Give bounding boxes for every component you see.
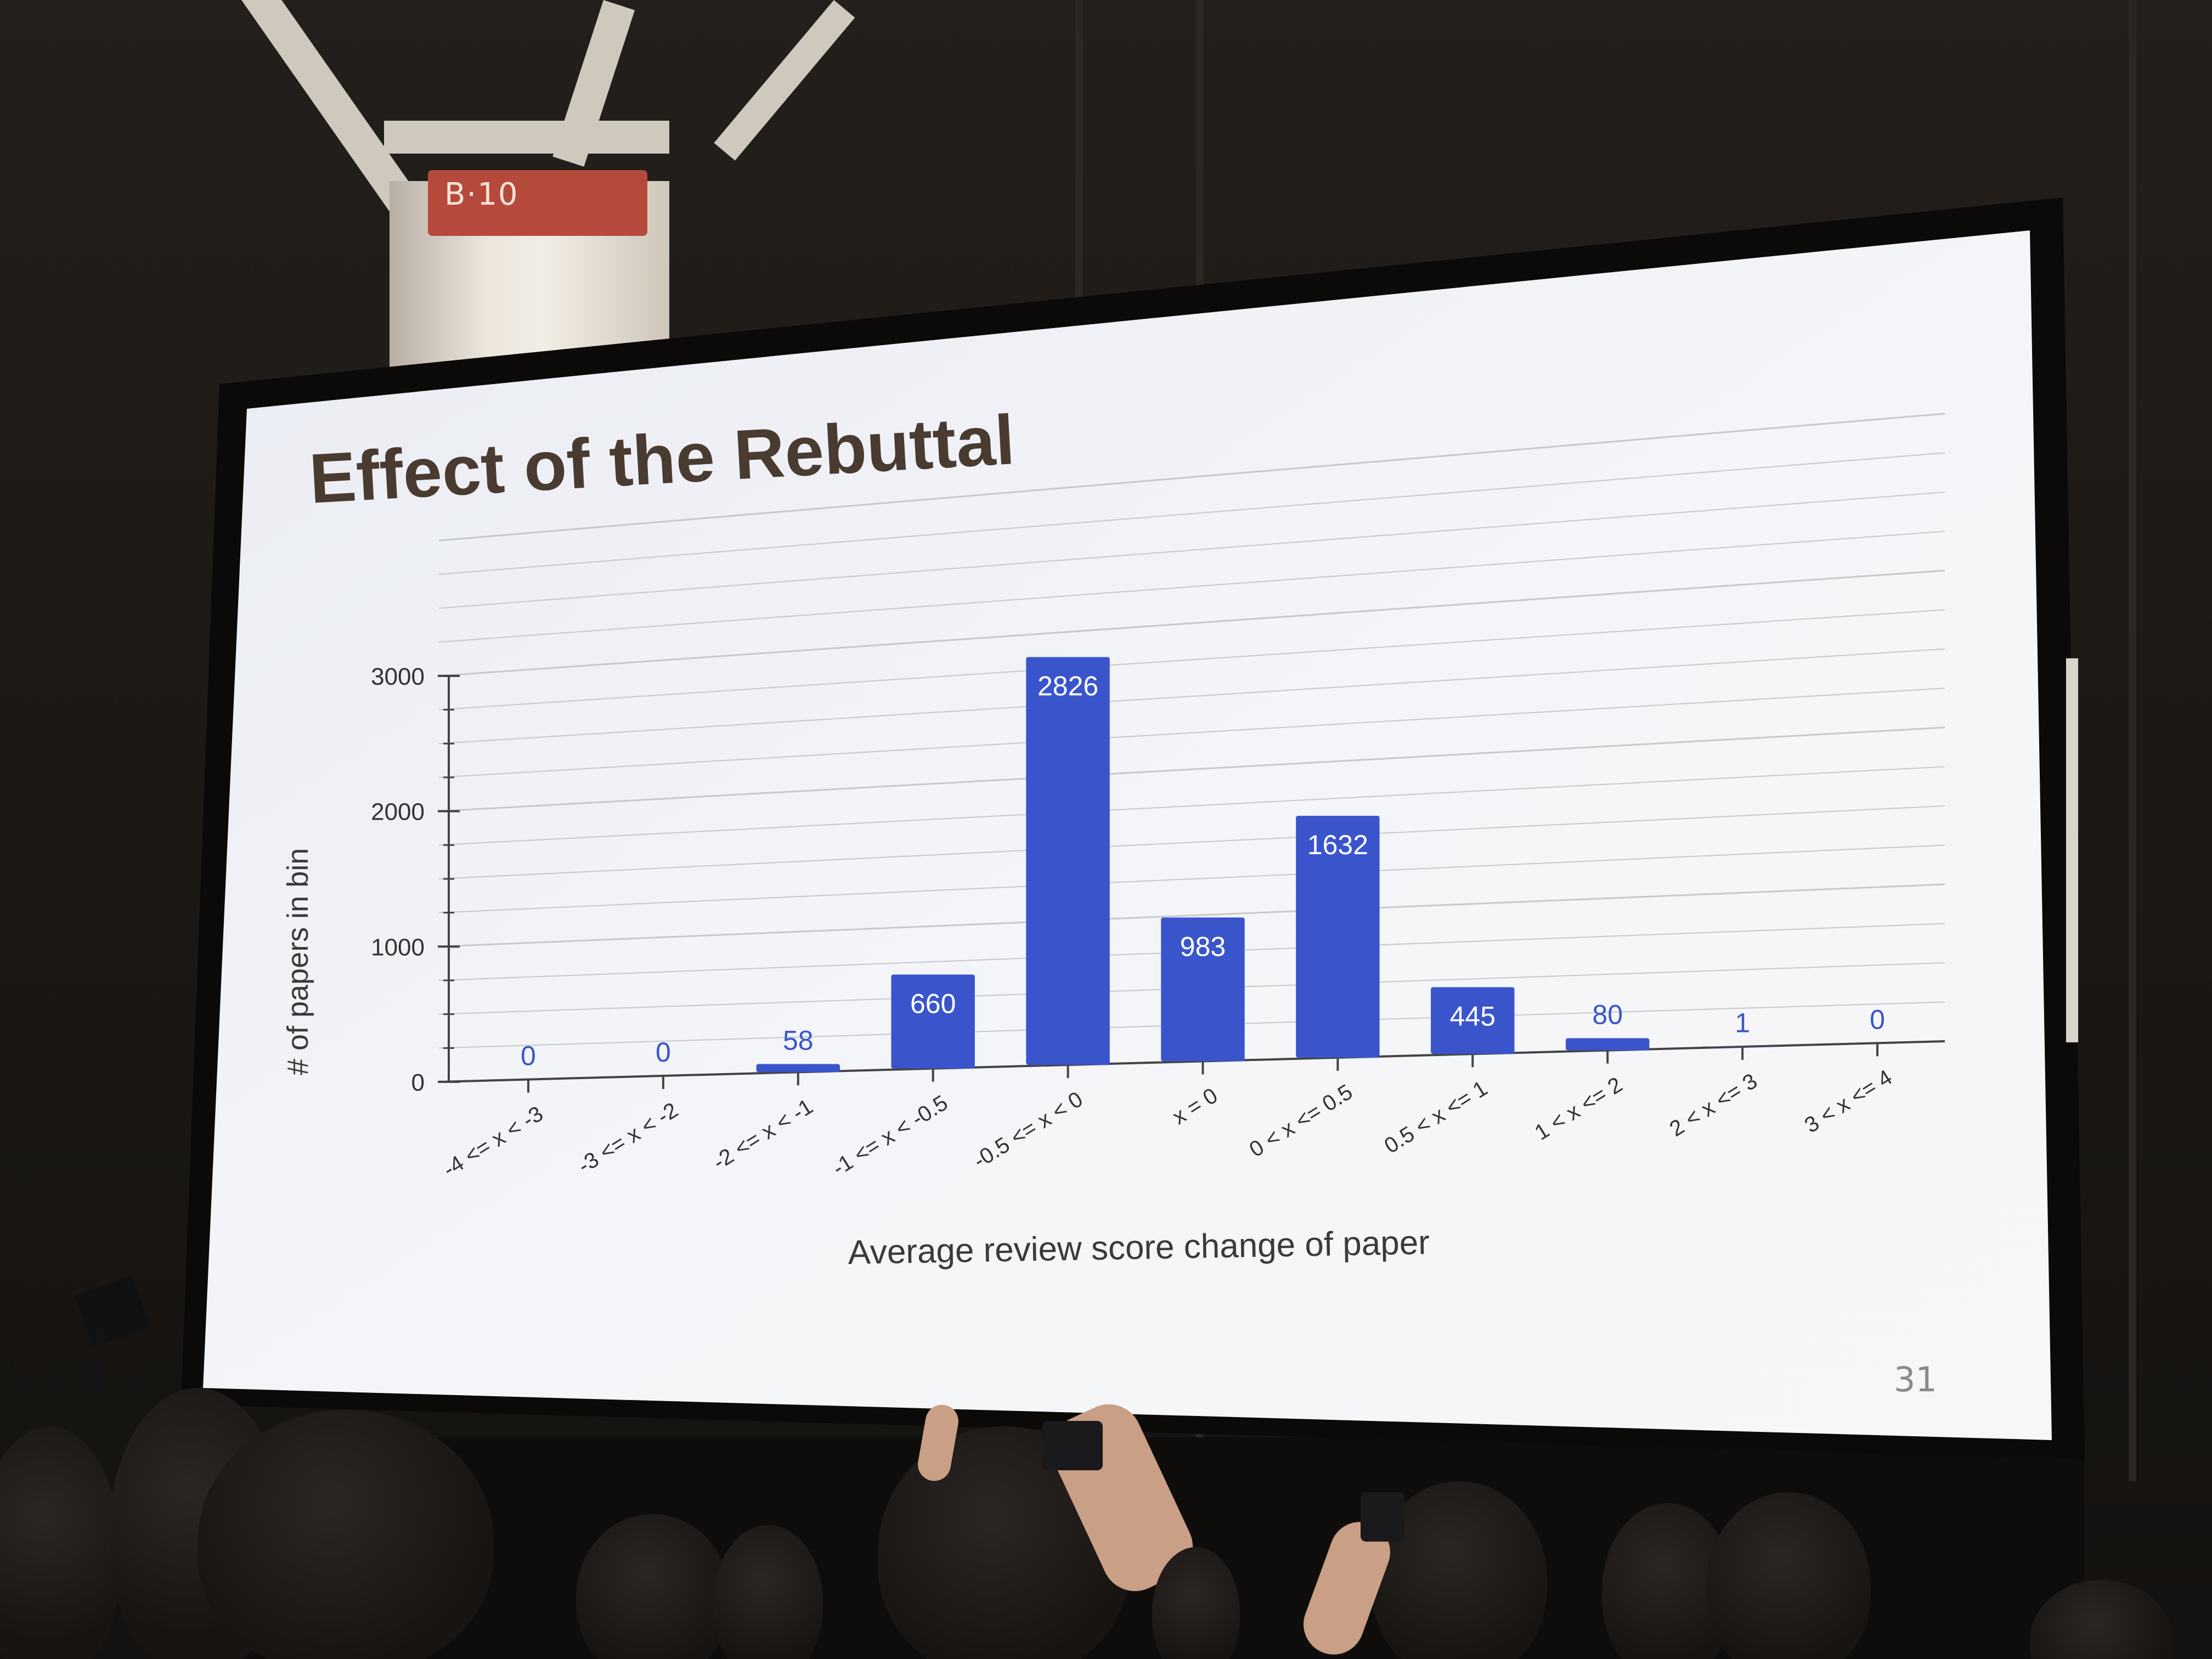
bar-value-label: 1 [1735,1008,1750,1039]
x-tick-label: -3 <= x < -2 [574,1098,682,1178]
slide-surface [203,230,2052,1440]
gridline [438,726,1945,812]
x-tick-label: -0.5 <= x < 0 [969,1087,1087,1173]
bar-value-label: 2826 [1037,671,1098,702]
x-tick-label: -2 <= x < -1 [709,1094,817,1175]
bar [1431,987,1515,1054]
pillar-sign [428,170,647,236]
bar [756,1064,840,1073]
audience-head [1152,1547,1240,1659]
speaker-stand [96,1328,104,1503]
gridline [438,883,1945,947]
bar-value-label: 983 [1180,931,1226,962]
pillar-label: B·10 [444,177,519,212]
y-tick-label: 2000 [371,799,425,826]
bar [1026,657,1110,1065]
bar-value-label: 1632 [1307,830,1368,860]
page-number: 31 [1894,1359,1937,1400]
x-tick-label: 3 < x <= 4 [1801,1065,1897,1138]
gridline [438,452,1945,575]
audience-head [713,1525,823,1659]
audience-head [198,1410,494,1659]
gridline [438,687,1945,778]
gridline [438,805,1945,879]
audience-head [576,1514,730,1659]
bar-value-label: 445 [1450,1001,1496,1031]
gridline [438,766,1945,846]
bar [1296,815,1380,1058]
bar-value-label: 58 [783,1025,814,1056]
gridline [438,648,1945,744]
phone [1042,1421,1103,1470]
bar [891,974,975,1069]
gridline [438,531,1945,643]
gridline [438,569,1945,677]
y-tick-label: 1000 [371,934,425,961]
gridline [438,609,1945,710]
gridline [438,413,1945,541]
y-tick-label: 3000 [371,663,425,690]
gridline [438,492,1945,609]
bar-value-label: 660 [910,988,956,1019]
x-axis-line [438,1040,1945,1083]
bar-value-label: 0 [521,1041,536,1071]
bar [1565,1038,1650,1051]
x-tick-label: x = 0 [1168,1084,1222,1130]
phone [1361,1492,1404,1542]
audience-head [1706,1492,1871,1659]
x-tick-label: 2 < x <= 3 [1666,1069,1762,1141]
bar-value-label: 0 [656,1037,671,1068]
gridline [438,844,1945,913]
x-tick-label: 1 < x <= 2 [1531,1073,1627,1145]
y-axis-title: # of papers in bin [281,848,314,1075]
x-tick-label: 0 < x <= 0.5 [1245,1080,1357,1162]
bar-value-label: 0 [1870,1004,1885,1035]
y-tick-label: 0 [411,1069,425,1096]
bar-value-label: 80 [1592,999,1623,1030]
bar [1161,917,1245,1062]
x-tick-label: -4 <= x < -3 [439,1102,548,1182]
x-tick-label: -1 <= x < -0.5 [828,1091,952,1181]
wall-stripe [2129,0,2136,1481]
ceiling-truss [384,121,669,154]
audience-head [0,1426,121,1659]
x-tick-label: 0.5 < x <= 1 [1380,1076,1492,1159]
